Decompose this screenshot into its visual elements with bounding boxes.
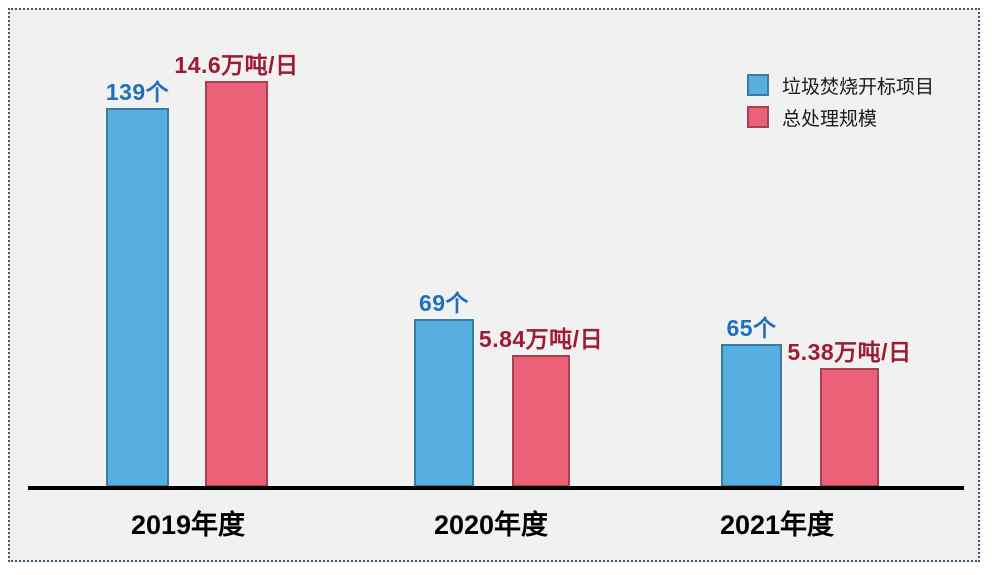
bar-2021-capacity: 5.38万吨/日 [787,339,911,487]
legend-swatch-blue [747,74,769,96]
bar-2019-projects: 139个 [106,79,169,487]
chart-legend: 垃圾焚烧开标项目 总处理规模 [747,74,934,138]
x-axis-label-2020: 2020年度 [433,510,549,540]
bar-value-label-2019-capacity: 14.6万吨/日 [174,52,299,78]
bar-2019-capacity: 14.6万吨/日 [174,52,298,487]
bar-2020-projects: 69个 [414,290,474,487]
bar-value-label-2020-projects: 69个 [418,290,470,316]
x-axis-line [28,486,964,490]
bar-2021-projects: 65个 [721,315,782,487]
bar-2020-capacity: 5.84万吨/日 [479,326,603,487]
bar-value-label-2020-capacity: 5.84万吨/日 [478,326,604,352]
chart-frame [8,8,980,562]
bar-value-label-2021-projects: 65个 [726,315,777,341]
legend-label-capacity: 总处理规模 [782,108,878,130]
x-axis-label-2021: 2021年度 [719,510,835,540]
legend-swatch-red [747,106,769,128]
x-axis-label-2019: 2019年度 [130,510,246,540]
bar-value-label-2019-projects: 139个 [105,79,170,105]
legend-item-projects: 垃圾焚烧开标项目 [747,74,935,98]
legend-label-projects: 垃圾焚烧开标项目 [782,76,935,98]
bar-value-label-2021-capacity: 5.38万吨/日 [787,339,912,365]
legend-item-capacity: 总处理规模 [747,106,934,130]
